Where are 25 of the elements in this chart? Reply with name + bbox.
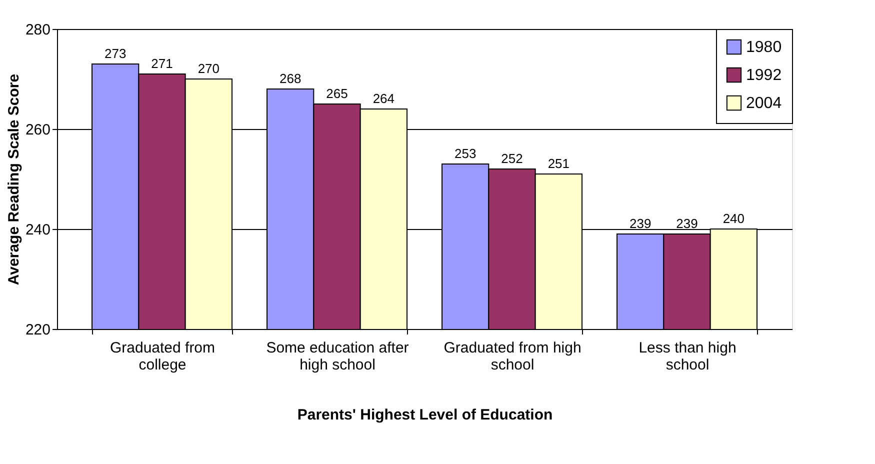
data-label: 252 (501, 151, 523, 166)
data-label: 253 (454, 146, 476, 161)
x-tick-label: Less than high school (638, 340, 736, 374)
y-tick-label: 220 (25, 322, 50, 338)
legend-label: 2004 (746, 95, 782, 112)
x-tick-label: Graduated from high school (444, 340, 582, 374)
data-label: 273 (104, 46, 126, 61)
y-axis-title: Average Reading Scale Score (5, 74, 22, 286)
y-tick-label: 240 (25, 222, 50, 238)
data-label: 265 (326, 86, 348, 101)
y-tick-label: 280 (25, 22, 50, 38)
legend-label: 1980 (746, 39, 782, 56)
data-label: 239 (676, 216, 698, 231)
x-tick-label: Graduated from college (110, 340, 216, 374)
data-label: 251 (548, 156, 570, 171)
data-label: 268 (279, 71, 302, 86)
x-tick-label: Some education after high school (266, 340, 409, 374)
data-label: 240 (722, 211, 745, 226)
legend-label: 1992 (746, 67, 782, 84)
x-axis-title: Parents' Highest Level of Education (297, 406, 553, 424)
data-label: 270 (198, 61, 220, 76)
y-tick-label: 260 (25, 122, 50, 138)
data-label: 271 (151, 56, 173, 71)
data-label: 264 (372, 91, 395, 106)
data-label: 239 (629, 216, 652, 231)
